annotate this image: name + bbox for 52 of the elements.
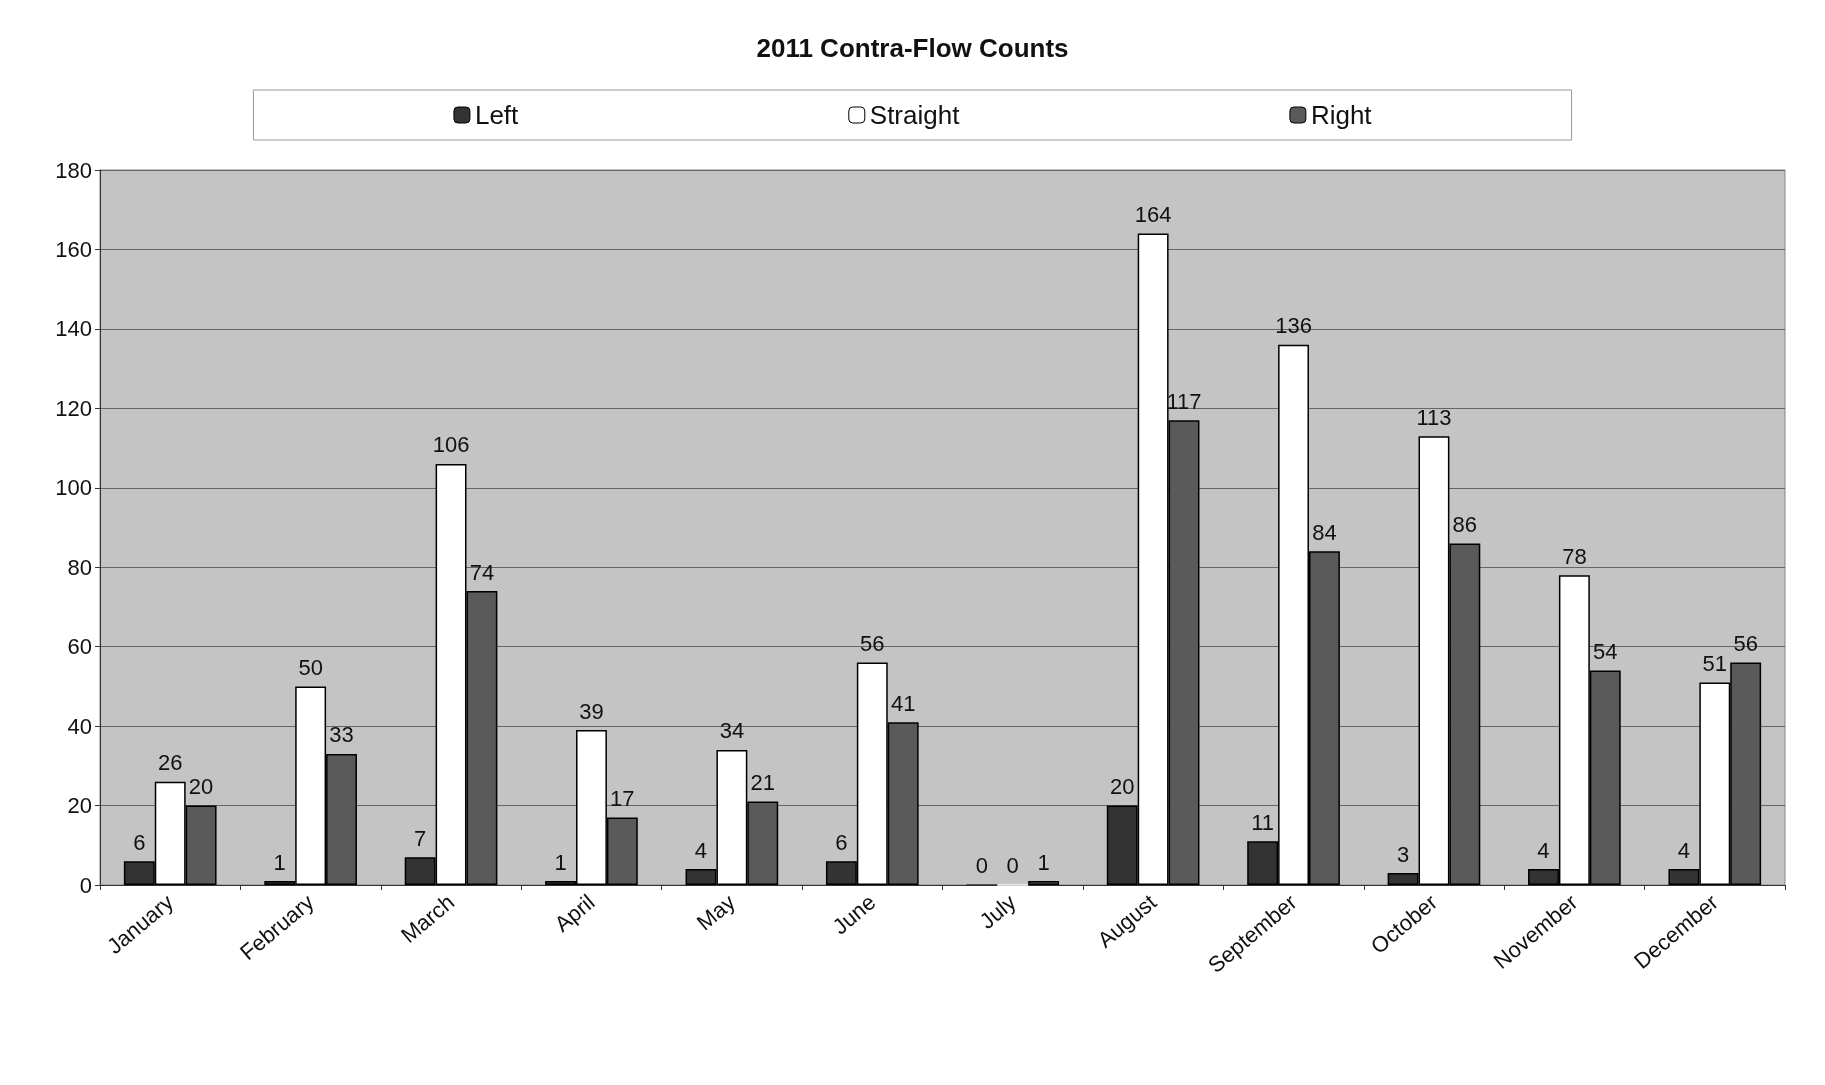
- data-label: 34: [719, 718, 745, 744]
- data-label: 6: [835, 829, 848, 855]
- data-label: 20: [188, 774, 214, 800]
- legend-label: Left: [474, 100, 520, 130]
- data-label: 6: [133, 829, 146, 855]
- data-label: 21: [750, 770, 776, 796]
- y-tick-label: 0: [79, 872, 92, 898]
- data-label: 54: [1593, 639, 1618, 664]
- y-tick-label: 100: [55, 475, 92, 501]
- data-label: 1: [1037, 849, 1050, 875]
- data-label: 86: [1452, 511, 1478, 537]
- data-label: 51: [1702, 650, 1728, 676]
- data-label: 20: [1109, 774, 1135, 800]
- data-label: 0: [1006, 852, 1019, 878]
- data-label: 56: [1733, 631, 1758, 657]
- legend-label: Straight: [869, 100, 961, 130]
- data-label: 4: [694, 837, 708, 863]
- data-label: 3: [1396, 841, 1410, 867]
- data-label: 74: [469, 559, 495, 585]
- data-label: 4: [1677, 837, 1691, 863]
- y-tick-label: 120: [55, 395, 92, 421]
- data-label: 106: [432, 432, 470, 458]
- data-label: 39: [579, 698, 604, 724]
- x-tick-label: July: [974, 889, 1021, 934]
- data-label: 164: [1134, 202, 1172, 228]
- y-tick-label: 140: [55, 316, 92, 342]
- chart-title: 2011 Contra-Flow Counts: [756, 33, 1069, 63]
- x-tick-label: May: [692, 889, 740, 936]
- y-tick-label: 20: [67, 793, 92, 819]
- data-label: 4: [1537, 837, 1550, 863]
- y-tick-label: 60: [67, 634, 92, 660]
- data-label: 11: [1251, 809, 1275, 835]
- data-label: 17: [610, 785, 635, 811]
- x-tick-label: June: [827, 889, 881, 940]
- data-label: 1: [273, 849, 286, 875]
- y-tick-label: 160: [55, 236, 92, 262]
- data-label: 50: [298, 654, 323, 680]
- data-label: 1: [554, 849, 567, 875]
- data-label: 136: [1275, 313, 1312, 339]
- data-label: 26: [157, 750, 183, 776]
- y-tick-label: 80: [67, 554, 92, 580]
- data-label: 84: [1312, 519, 1337, 545]
- data-label: 7: [414, 825, 427, 851]
- data-label: 41: [890, 690, 916, 716]
- y-tick-label: 40: [67, 713, 92, 739]
- data-label: 0: [975, 852, 988, 878]
- data-label: 33: [329, 722, 354, 748]
- data-label: 113: [1416, 404, 1452, 430]
- data-label: 56: [860, 631, 885, 657]
- data-label: 78: [1562, 543, 1587, 569]
- legend-label: Right: [1310, 100, 1373, 130]
- y-tick-label: 180: [55, 157, 92, 183]
